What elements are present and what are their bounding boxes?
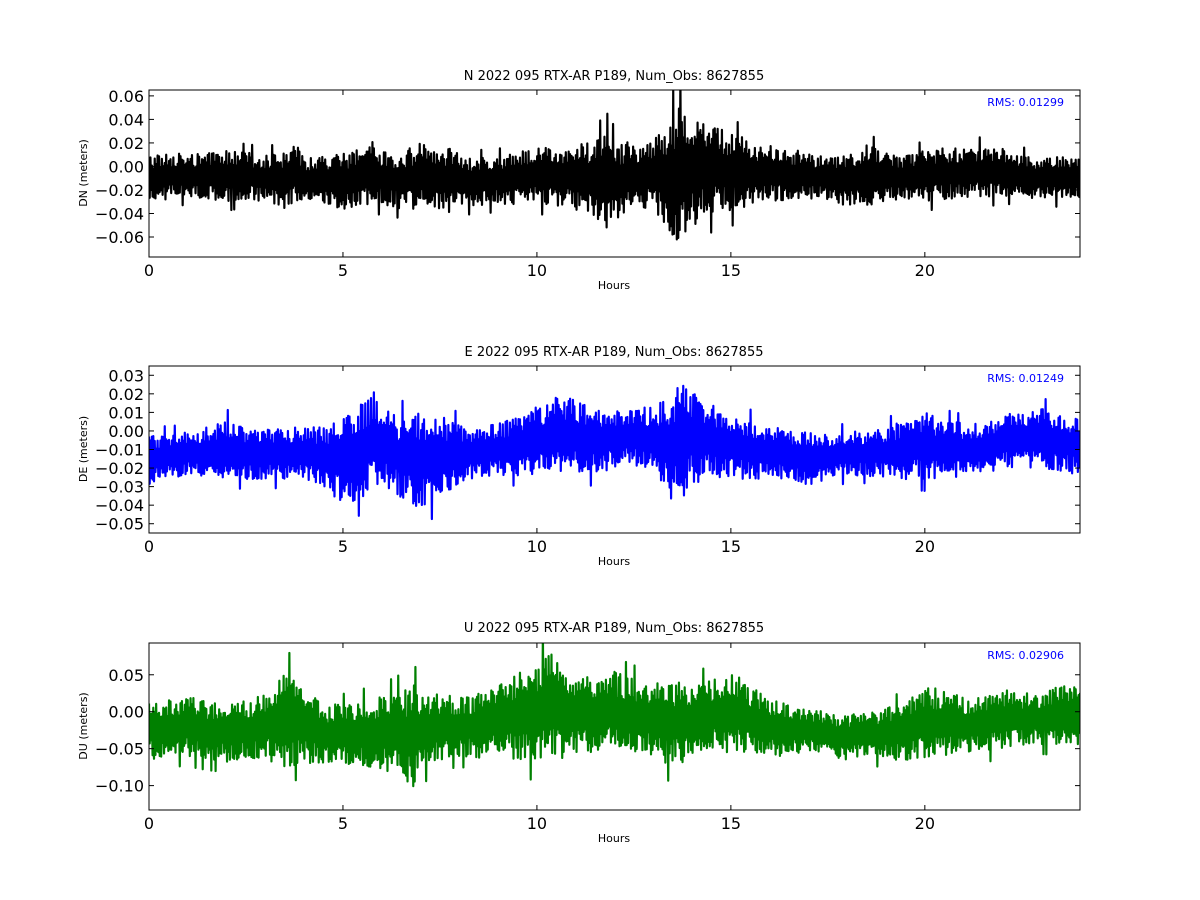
x-tick-label: 5: [338, 537, 348, 556]
panel-e: E 2022 095 RTX-AR P189, Num_Obs: 8627855…: [77, 345, 1081, 568]
x-axis-label: Hours: [598, 279, 630, 292]
x-tick-label: 0: [144, 261, 154, 280]
axes-frame: [148, 642, 1081, 811]
x-tick-label: 10: [527, 261, 547, 280]
y-tick-label: 0.00: [108, 703, 144, 722]
x-tick-label: 0: [144, 814, 154, 833]
y-ticks: −0.10 −0.05 0.00 0.05: [95, 666, 1080, 796]
y-ticks: −0.06 −0.04 −0.02 0.00 0.02 0.04 0.06: [95, 87, 1080, 247]
y-tick-label: −0.02: [95, 459, 144, 478]
panel-n: N 2022 095 RTX-AR P189, Num_Obs: 8627855…: [77, 69, 1081, 292]
x-tick-label: 5: [338, 814, 348, 833]
y-tick-label: 0.04: [108, 110, 144, 129]
y-tick-label: −0.04: [95, 204, 144, 223]
y-tick-label: 0.00: [108, 157, 144, 176]
x-tick-label: 15: [721, 814, 741, 833]
x-ticks: 0 5 10 15 20: [144, 366, 935, 556]
y-tick-label: −0.03: [95, 478, 144, 497]
y-tick-label: −0.04: [95, 496, 144, 515]
y-ticks: −0.05−0.04−0.03−0.02−0.010.000.010.020.0…: [95, 366, 1080, 534]
x-tick-label: 10: [527, 814, 547, 833]
y-tick-label: 0.00: [108, 422, 144, 441]
series-line: [149, 90, 1080, 241]
y-tick-label: 0.03: [108, 366, 144, 385]
y-tick-label: 0.02: [108, 134, 144, 153]
rms-annotation: RMS: 0.02906: [987, 649, 1064, 662]
y-tick-label: −0.10: [95, 777, 144, 796]
series-line: [149, 384, 1080, 521]
y-tick-label: −0.05: [95, 515, 144, 534]
panel-u: U 2022 095 RTX-AR P189, Num_Obs: 8627855…: [77, 621, 1081, 845]
y-axis-label: DU (meters): [77, 692, 90, 759]
y-tick-label: −0.05: [95, 740, 144, 759]
y-tick-label: 0.05: [108, 666, 144, 685]
y-tick-label: −0.06: [95, 228, 144, 247]
x-tick-label: 15: [721, 261, 741, 280]
y-tick-label: 0.01: [108, 403, 144, 422]
x-tick-label: 10: [527, 537, 547, 556]
panel-title: N 2022 095 RTX-AR P189, Num_Obs: 8627855: [464, 69, 764, 84]
y-tick-label: 0.02: [108, 385, 144, 404]
series-line: [149, 643, 1080, 788]
x-ticks: 0 5 10 15 20: [144, 643, 935, 833]
x-axis-label: Hours: [598, 832, 630, 845]
y-tick-label: −0.02: [95, 181, 144, 200]
plot-area: [149, 643, 1080, 788]
rms-annotation: RMS: 0.01249: [987, 372, 1064, 385]
x-tick-label: 20: [915, 261, 935, 280]
y-tick-label: −0.01: [95, 441, 144, 460]
panel-title: U 2022 095 RTX-AR P189, Num_Obs: 8627855: [464, 621, 764, 636]
axes-frame: [148, 89, 1081, 258]
x-axis-label: Hours: [598, 555, 630, 568]
y-axis-label: DE (meters): [77, 416, 90, 482]
x-tick-label: 20: [915, 814, 935, 833]
rms-annotation: RMS: 0.01299: [987, 96, 1064, 109]
x-tick-label: 15: [721, 537, 741, 556]
panel-title: E 2022 095 RTX-AR P189, Num_Obs: 8627855: [465, 345, 764, 360]
y-axis-label: DN (meters): [77, 139, 90, 207]
x-tick-label: 20: [915, 537, 935, 556]
y-tick-label: 0.06: [108, 87, 144, 106]
plot-area: [149, 90, 1080, 241]
x-ticks: 0 5 10 15 20: [144, 90, 935, 280]
plot-area: [149, 384, 1080, 521]
x-tick-label: 0: [144, 537, 154, 556]
x-tick-label: 5: [338, 261, 348, 280]
